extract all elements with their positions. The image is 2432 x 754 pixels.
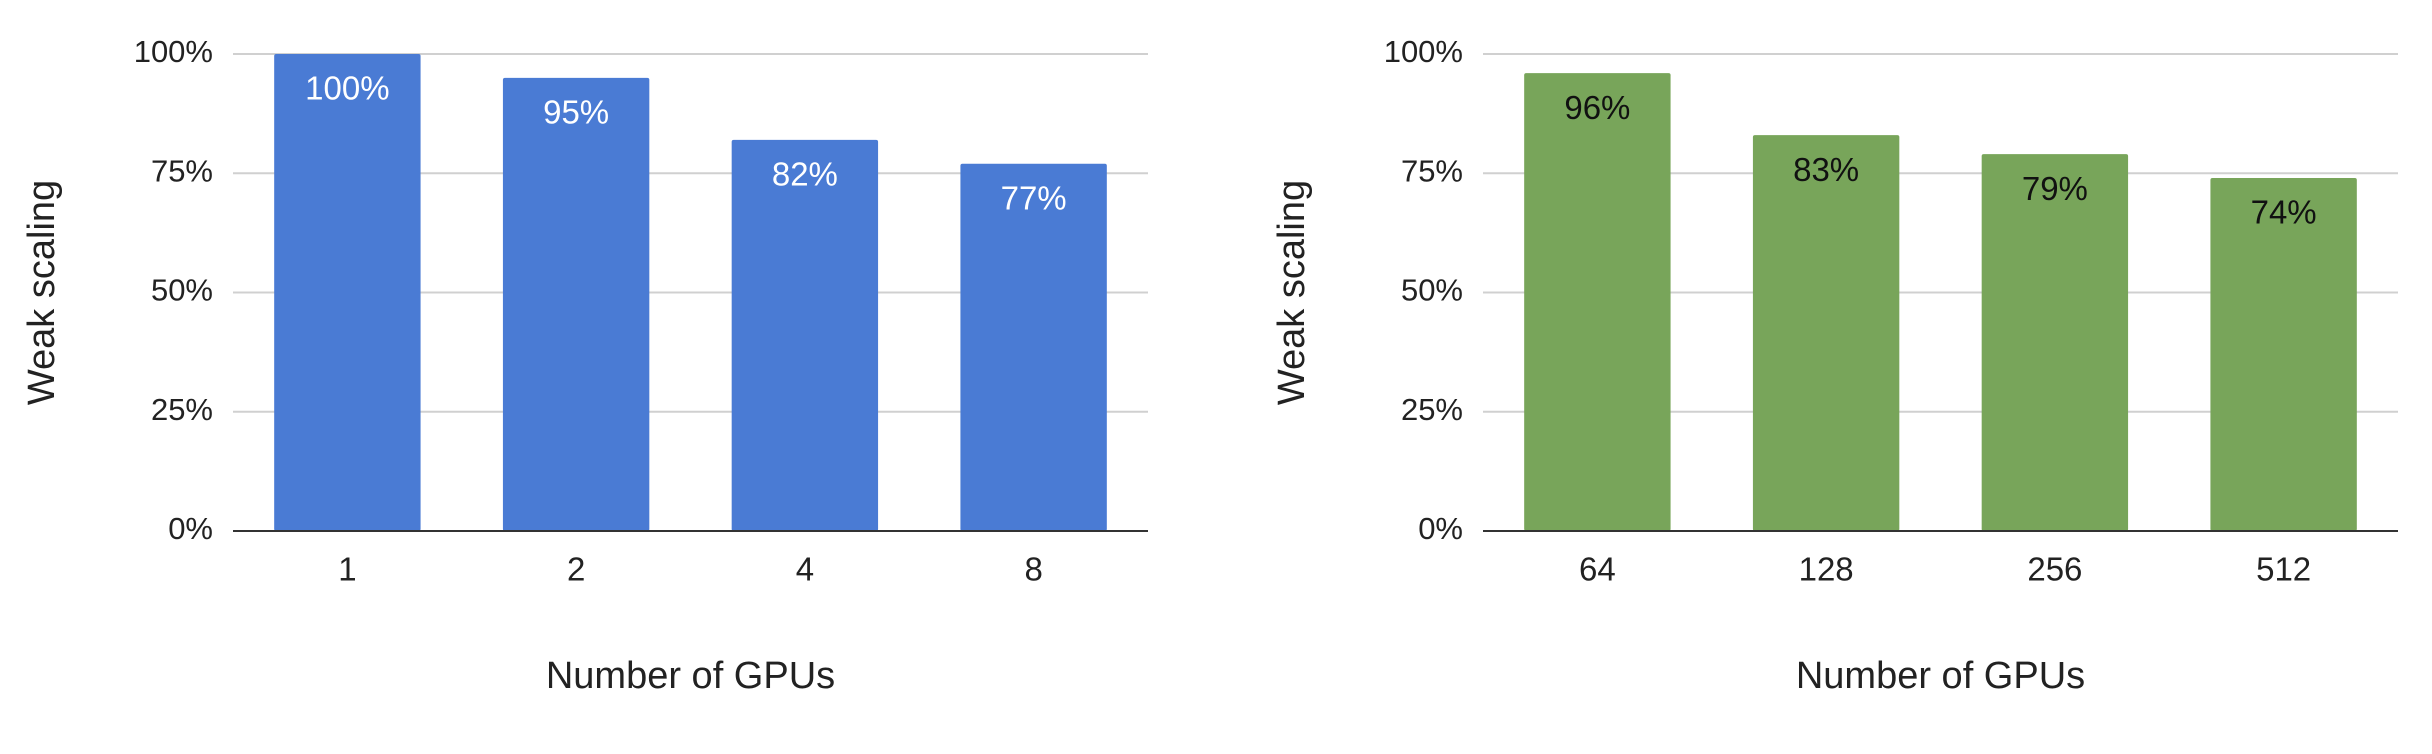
x-tick-label: 128 bbox=[1799, 551, 1854, 588]
x-tick-label: 256 bbox=[2027, 551, 2082, 588]
data-label: 95% bbox=[543, 94, 609, 131]
y-tick-label: 75% bbox=[1401, 153, 1463, 188]
y-tick-label: 100% bbox=[1384, 34, 1463, 69]
bar bbox=[1524, 73, 1671, 531]
x-tick-label: 1 bbox=[338, 551, 356, 588]
x-tick-label: 2 bbox=[567, 551, 585, 588]
bar bbox=[274, 54, 421, 531]
y-tick-label: 50% bbox=[151, 273, 213, 308]
x-tick-label: 8 bbox=[1024, 551, 1042, 588]
chart-left-weak-scaling: 0% 25% 50% 75% 100% 100% 1 95% 2 82% 4 77% 8 Weak sca… bbox=[21, 34, 1148, 697]
chart-right-weak-scaling: 0% 25% 50% 75% 100% 96% 64 83% 128 79% 256 74% 512 We… bbox=[1271, 34, 2398, 697]
x-axis-title: Number of GPUs bbox=[546, 655, 835, 697]
y-axis-title: Weak scaling bbox=[1271, 180, 1313, 405]
data-label: 79% bbox=[2022, 170, 2088, 207]
y-tick-label: 25% bbox=[151, 392, 213, 427]
data-label: 100% bbox=[305, 70, 389, 107]
y-tick-label: 75% bbox=[151, 153, 213, 188]
data-label: 96% bbox=[1564, 89, 1630, 126]
y-tick-label: 50% bbox=[1401, 273, 1463, 308]
x-tick-label: 512 bbox=[2256, 551, 2311, 588]
bar bbox=[2210, 178, 2357, 531]
data-label: 74% bbox=[2251, 194, 2317, 231]
x-tick-label: 4 bbox=[796, 551, 814, 588]
y-tick-label: 0% bbox=[168, 511, 213, 546]
x-tick-label: 64 bbox=[1579, 551, 1616, 588]
data-label: 83% bbox=[1793, 151, 1859, 188]
y-tick-label: 0% bbox=[1418, 511, 1463, 546]
bar bbox=[960, 163, 1107, 531]
x-axis-title: Number of GPUs bbox=[1796, 655, 2085, 697]
bar bbox=[731, 139, 879, 532]
y-tick-label: 25% bbox=[1401, 392, 1463, 427]
y-tick-label: 100% bbox=[134, 34, 213, 69]
y-axis-title: Weak scaling bbox=[21, 180, 63, 405]
bar bbox=[1981, 154, 2129, 532]
bar bbox=[502, 77, 650, 531]
data-label: 77% bbox=[1001, 179, 1067, 216]
bar bbox=[1752, 135, 1900, 531]
data-label: 82% bbox=[772, 156, 838, 193]
